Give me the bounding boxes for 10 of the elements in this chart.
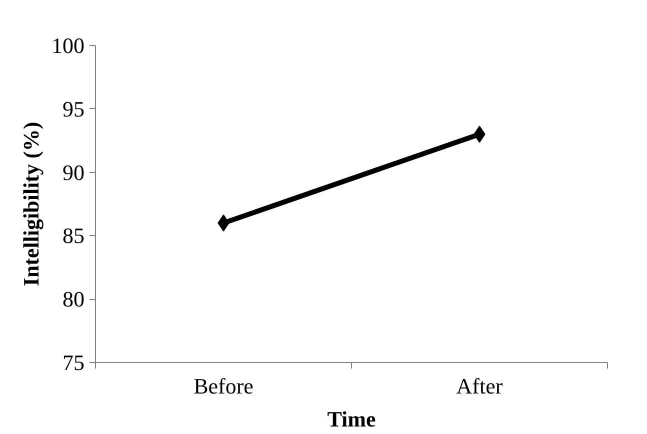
- x-tick-label: After: [456, 374, 504, 398]
- y-axis-title: Intelligibility (%): [18, 122, 44, 286]
- y-tick-label: 90: [62, 160, 84, 185]
- y-tick-label: 100: [52, 33, 84, 58]
- y-tick-label: 75: [62, 350, 84, 375]
- y-tick-label: 95: [62, 96, 84, 122]
- x-tick-label: Before: [194, 374, 254, 398]
- x-axis-title: Time: [327, 406, 376, 432]
- y-tick-label: 85: [62, 223, 84, 248]
- y-tick-label: 80: [62, 286, 84, 312]
